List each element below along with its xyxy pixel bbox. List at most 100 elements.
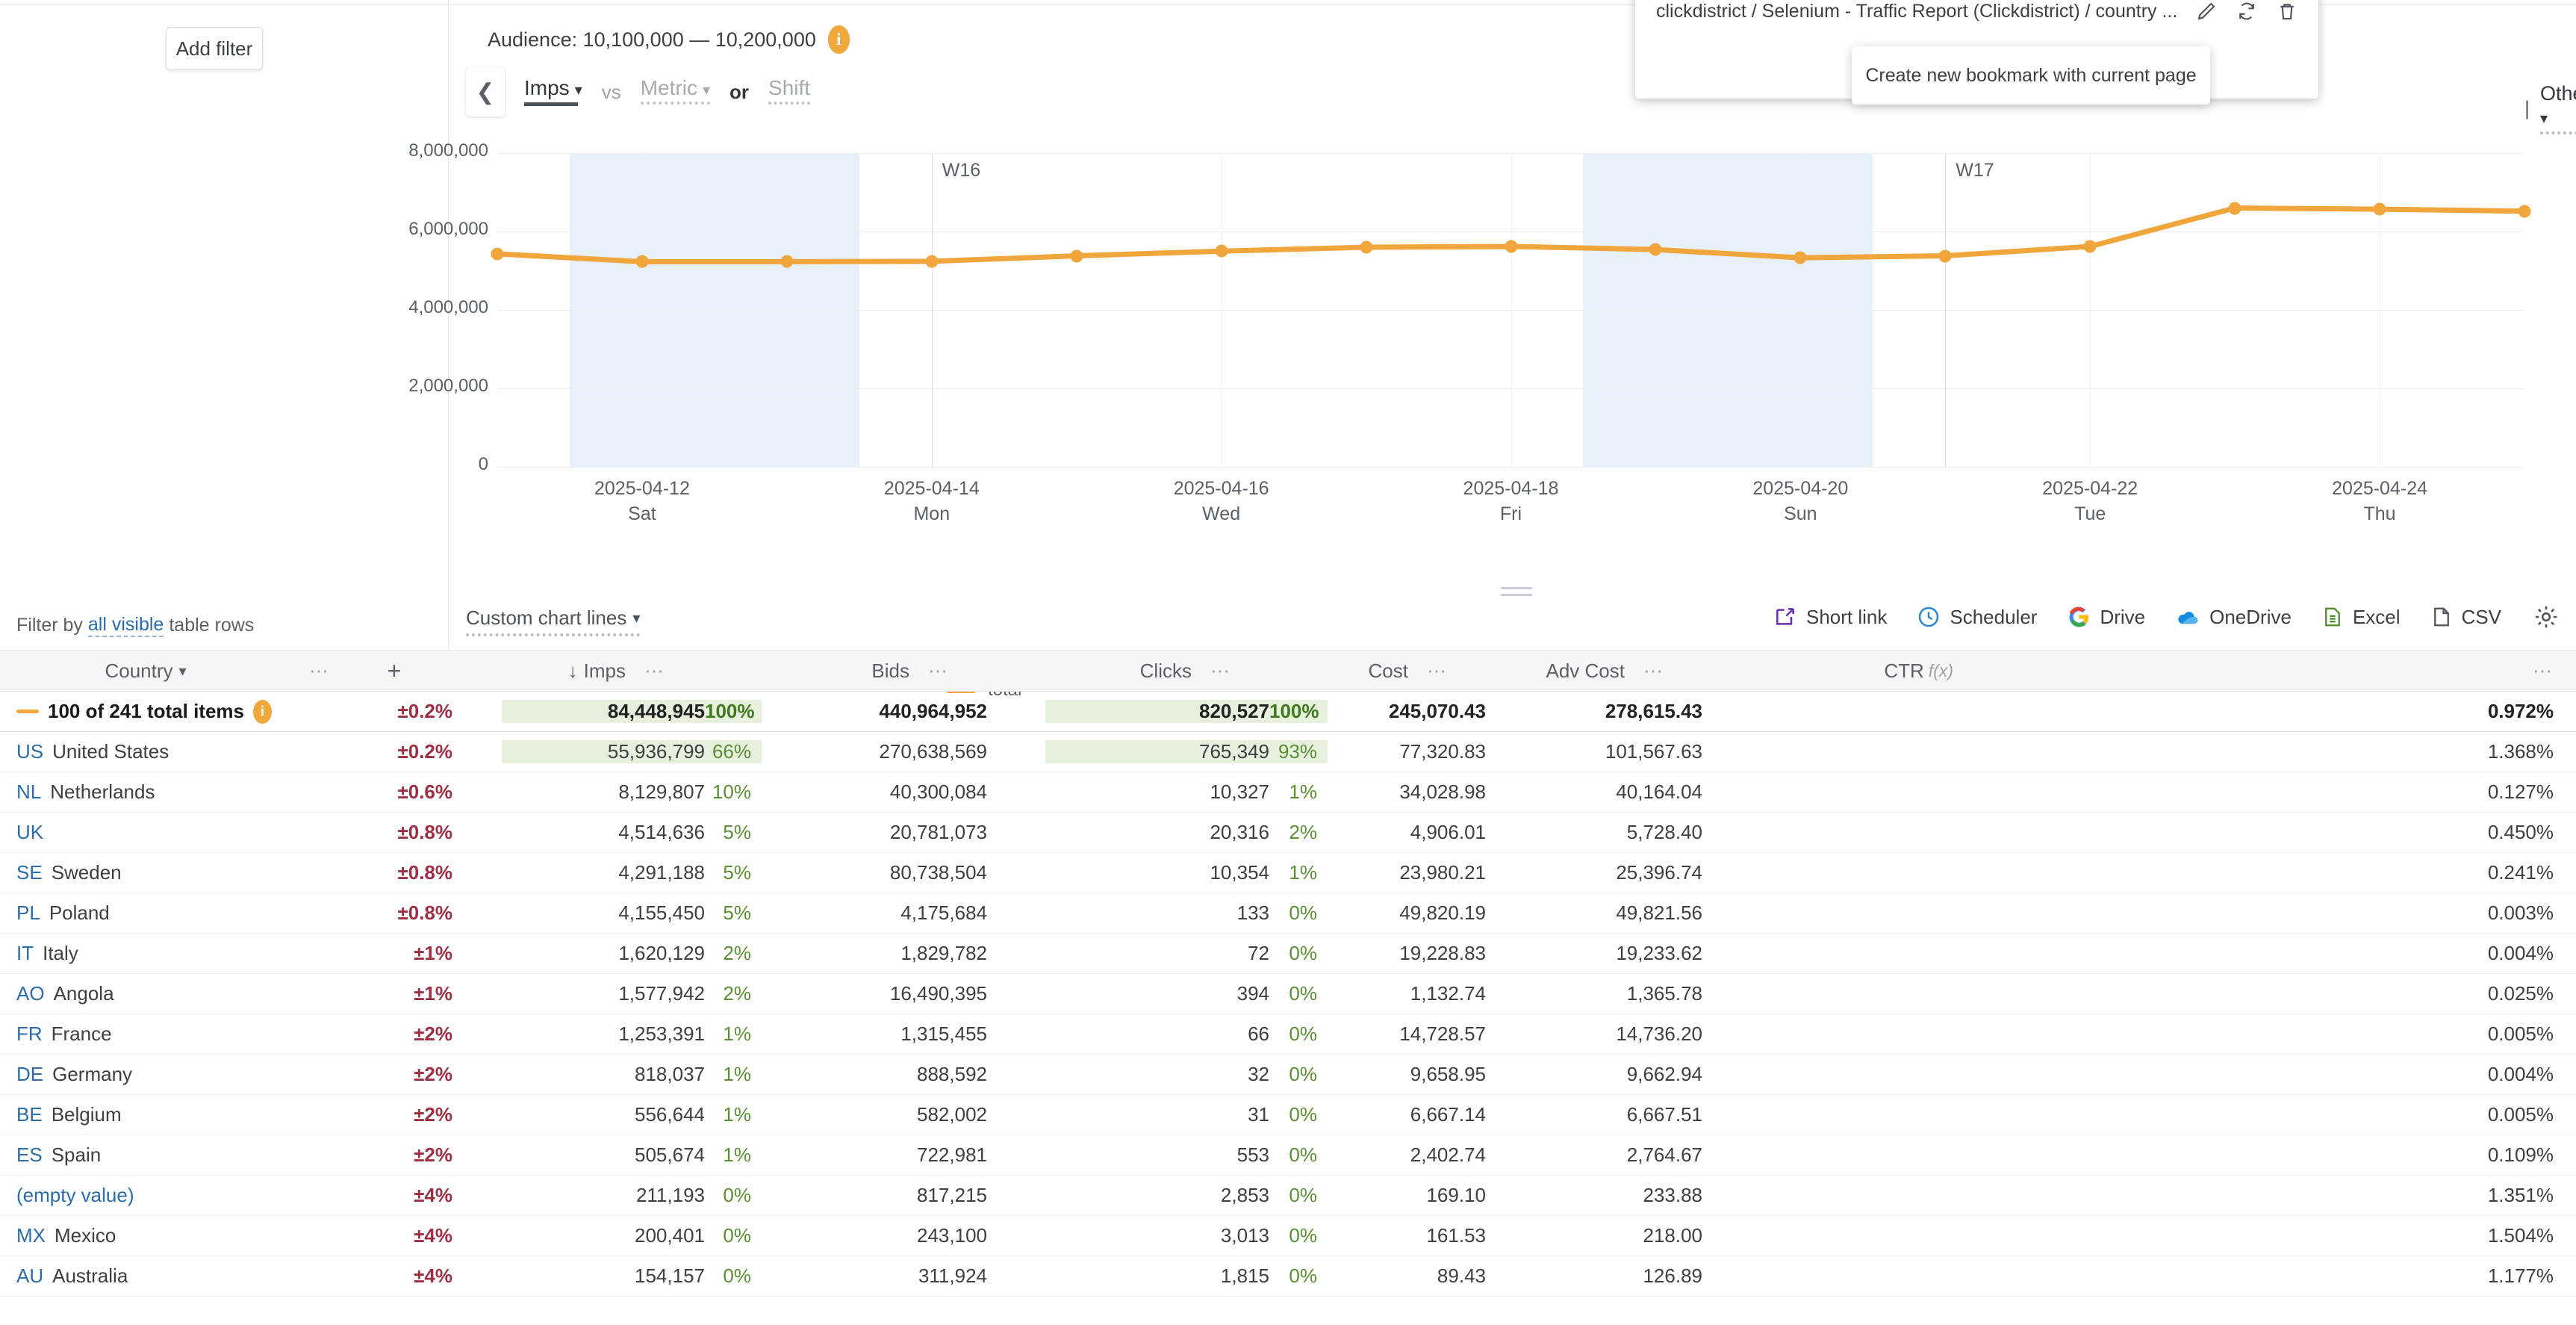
metric-secondary-dropdown[interactable]: Metric ▾: [640, 76, 711, 108]
scheduler-button[interactable]: Scheduler: [1917, 605, 2037, 629]
custom-chart-lines-dropdown[interactable]: Custom chart lines ▾: [466, 606, 641, 636]
metric-shift-dropdown[interactable]: Shift: [768, 76, 811, 108]
x-axis-date: 2025-04-24: [2332, 478, 2428, 499]
column-header-ctr[interactable]: CTR f(x): [1683, 651, 1953, 691]
table-row[interactable]: PL Poland ±0.8% 4,155,450 5% 4,175,684 133 0% 49…: [0, 893, 2576, 934]
collapse-chart-button[interactable]: ❮: [466, 67, 505, 117]
row-country-cell[interactable]: (empty value): [0, 1184, 275, 1207]
row-cost: 19,228.83: [1399, 942, 1486, 964]
table-row[interactable]: DE Germany ±2% 818,037 1% 888,592 32 0% 9,658.95…: [0, 1055, 2576, 1095]
table-row[interactable]: BE Belgium ±2% 556,644 1% 582,002 31 0% 6,667.14…: [0, 1095, 2576, 1135]
chart-data-point[interactable]: [635, 255, 649, 268]
table-row[interactable]: SE Sweden ±0.8% 4,291,188 5% 80,738,504 10,354…: [0, 853, 2576, 893]
table-row[interactable]: (empty value) ±4% 211,193 0% 817,215 2,853 0% 1…: [0, 1176, 2576, 1216]
row-country-cell[interactable]: US United States: [0, 740, 275, 763]
row-imps: 556,644: [635, 1103, 705, 1126]
row-country-cell[interactable]: SE Sweden: [0, 861, 275, 884]
csv-button[interactable]: CSV: [2430, 604, 2501, 630]
column-header-ctr-menu[interactable]: ⋯: [1953, 651, 2576, 691]
column-header-clicks[interactable]: Clicks: [968, 651, 1192, 691]
table-row[interactable]: UK ±0.8% 4,514,636 5% 20,781,073 20,316 2% 4,90…: [0, 813, 2576, 853]
chart-data-point[interactable]: [2228, 202, 2241, 214]
row-country-cell[interactable]: DE Germany: [0, 1063, 275, 1086]
table-row[interactable]: IT Italy ±1% 1,620,129 2% 1,829,782 72 0% 19,228…: [0, 934, 2576, 974]
table-row[interactable]: AO Angola ±1% 1,577,942 2% 16,490,395 394 0% 1,1…: [0, 974, 2576, 1014]
row-country-cell[interactable]: FR France: [0, 1023, 275, 1046]
table-row[interactable]: FR France ±2% 1,253,391 1% 1,315,455 66 0% 14,72…: [0, 1014, 2576, 1055]
row-clicks: 1,815: [1220, 1265, 1269, 1287]
column-header-adv-cost[interactable]: Adv Cost: [1466, 651, 1625, 691]
row-imps-pct: 1%: [723, 1144, 751, 1166]
create-bookmark-button[interactable]: Create new bookmark with current page: [1852, 46, 2210, 105]
row-cost: 34,028.98: [1399, 781, 1486, 803]
country-code: AU: [16, 1265, 44, 1287]
table-row-total[interactable]: 100 of 241 total items i ±0.2% 84,448,945 10…: [0, 692, 2576, 732]
chart-data-point[interactable]: [2083, 240, 2097, 253]
chart-data-point[interactable]: [925, 255, 939, 268]
column-header-cost-menu[interactable]: ⋯: [1408, 651, 1466, 691]
row-bids: 888,592: [917, 1063, 987, 1085]
row-country-cell[interactable]: BE Belgium: [0, 1103, 275, 1126]
ellipsis-icon: ⋯: [1210, 659, 1231, 682]
add-filter-button[interactable]: Add filter: [166, 27, 263, 70]
table-row[interactable]: ES Spain ±2% 505,674 1% 722,981 553 0% 2,402.74 2…: [0, 1135, 2576, 1176]
row-bids: 4,175,684: [900, 902, 987, 924]
row-country-cell[interactable]: NL Netherlands: [0, 781, 275, 804]
pencil-icon[interactable]: [2195, 0, 2218, 22]
column-header-clicks-menu[interactable]: ⋯: [1192, 651, 1250, 691]
info-icon[interactable]: i: [253, 699, 272, 724]
column-header-bids-menu[interactable]: ⋯: [909, 651, 968, 691]
table-settings-gear-icon[interactable]: [2533, 603, 2560, 630]
chart-data-point[interactable]: [491, 247, 504, 261]
chart-plot[interactable]: 0 2,000,000 4,000,000 6,000,000 8,000,000 W16…: [408, 140, 2531, 524]
table-row[interactable]: AU Australia ±4% 154,157 0% 311,924 1,815 0% 89.…: [0, 1256, 2576, 1297]
column-header-imps-menu[interactable]: ⋯: [626, 651, 684, 691]
row-imps: 4,514,636: [618, 821, 705, 843]
other-dropdown[interactable]: Other... ▾: [2540, 82, 2576, 134]
add-column-button[interactable]: +: [364, 651, 424, 691]
trash-icon[interactable]: [2276, 0, 2298, 22]
column-header-country[interactable]: Country ▾: [0, 651, 275, 691]
short-link-button[interactable]: Short link: [1773, 605, 1887, 629]
column-header-bids[interactable]: Bids: [684, 651, 909, 691]
chart-data-point[interactable]: [2518, 205, 2531, 218]
row-country-cell[interactable]: UK: [0, 821, 275, 844]
chart-data-point[interactable]: [1938, 249, 1952, 263]
info-icon[interactable]: i: [827, 25, 850, 54]
table-row[interactable]: US United States ±0.2% 55,936,799 66% 270,638…: [0, 732, 2576, 772]
row-country-cell[interactable]: ES Spain: [0, 1144, 275, 1167]
chart-data-point[interactable]: [1360, 241, 1373, 254]
table-row[interactable]: NL Netherlands ±0.6% 8,129,807 10% 40,300,084…: [0, 772, 2576, 813]
chart-data-point[interactable]: [2373, 202, 2386, 216]
google-drive-button[interactable]: Drive: [2067, 605, 2145, 629]
row-country-cell[interactable]: MX Mexico: [0, 1224, 275, 1247]
chart-data-point[interactable]: [1215, 244, 1228, 258]
metric-primary-dropdown[interactable]: Imps ▾: [524, 76, 582, 108]
onedrive-button[interactable]: OneDrive: [2175, 604, 2292, 630]
excel-button[interactable]: Excel: [2321, 604, 2401, 630]
chart-data-point[interactable]: [1793, 251, 1807, 264]
row-country-cell[interactable]: AU Australia: [0, 1265, 275, 1288]
column-header-country-menu[interactable]: ⋯: [275, 651, 364, 691]
row-clicks-pct: 1%: [1289, 781, 1317, 803]
table-row[interactable]: MX Mexico ±4% 200,401 0% 243,100 3,013 0% 161.53…: [0, 1216, 2576, 1256]
excel-label: Excel: [2352, 605, 2401, 628]
filter-by-scope-link[interactable]: all visible: [87, 614, 164, 637]
chevron-down-icon: ▾: [574, 82, 582, 99]
row-country-cell[interactable]: AO Angola: [0, 982, 275, 1005]
row-country-cell[interactable]: IT Italy: [0, 942, 275, 965]
row-country-cell[interactable]: PL Poland: [0, 902, 275, 925]
chart-data-point[interactable]: [1070, 249, 1083, 263]
row-error-margin: ±4%: [414, 1265, 452, 1287]
row-cost: 4,906.01: [1410, 821, 1486, 843]
column-header-cost[interactable]: Cost: [1250, 651, 1408, 691]
column-header-imps[interactable]: ↓ Imps: [424, 651, 626, 691]
chart-data-point[interactable]: [780, 255, 794, 268]
x-axis-day: Sat: [628, 503, 656, 524]
chart-data-point[interactable]: [1505, 240, 1517, 253]
chart-data-point[interactable]: [1649, 243, 1662, 256]
chart-resize-handle[interactable]: [1501, 587, 1532, 601]
column-header-adv-cost-menu[interactable]: ⋯: [1625, 651, 1683, 691]
bookmark-title[interactable]: clickdistrict / Selenium - Traffic Repor…: [1656, 0, 2178, 22]
refresh-icon[interactable]: [2236, 0, 2258, 22]
